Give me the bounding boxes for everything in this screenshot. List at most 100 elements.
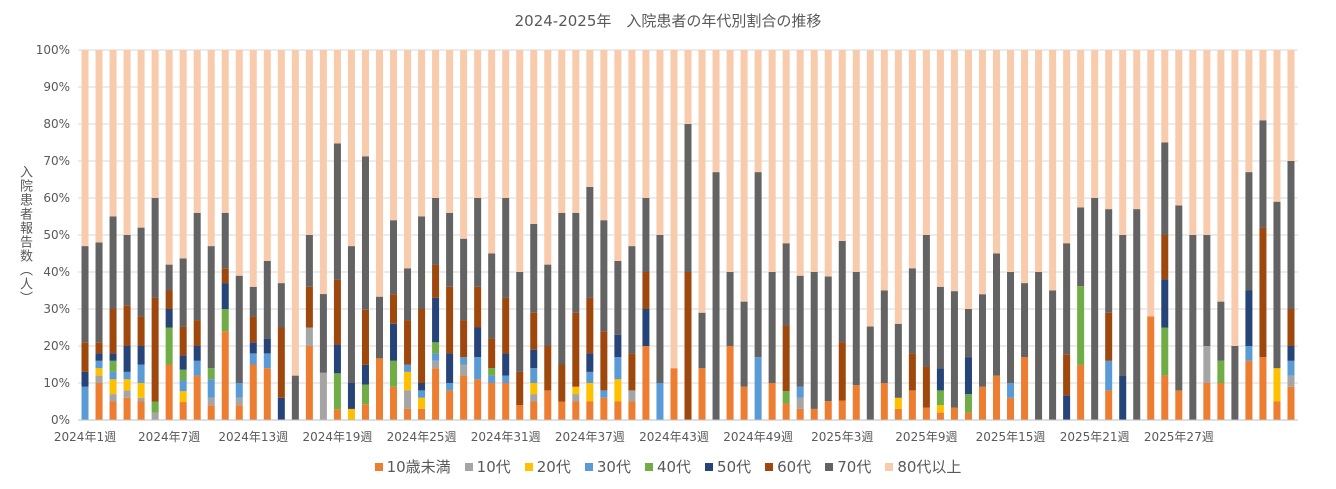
bar-segment xyxy=(1273,368,1281,402)
legend: 10歳未満 10代 20代 30代 40代 50代 60代 70代 80代以上 xyxy=(0,456,1336,477)
bar-segment xyxy=(123,346,131,372)
bar-segment xyxy=(193,320,201,346)
bar-segment xyxy=(151,50,159,198)
bar-segment xyxy=(361,309,369,365)
bar-segment xyxy=(628,390,636,402)
bar-segment xyxy=(165,309,173,328)
bar-segment xyxy=(418,408,426,420)
bar-segment xyxy=(109,379,117,395)
bar-segment xyxy=(838,240,846,343)
bar-segment xyxy=(1077,286,1085,365)
bar-segment xyxy=(614,357,622,380)
bar-segment xyxy=(221,212,229,269)
bar-segment xyxy=(95,368,103,376)
bar-segment xyxy=(460,375,468,420)
bar-segment xyxy=(936,390,944,406)
legend-swatch xyxy=(825,462,834,471)
bar-segment xyxy=(586,353,594,372)
bar-segment xyxy=(544,264,552,346)
legend-item: 70代 xyxy=(825,456,871,477)
bar-segment xyxy=(165,290,173,309)
bar-segment xyxy=(109,394,117,402)
bar-segment xyxy=(1189,50,1197,235)
bar-segment xyxy=(179,369,187,381)
bar-segment xyxy=(418,216,426,309)
bar-segment xyxy=(375,296,383,359)
legend-item: 20代 xyxy=(524,456,571,477)
bar-segment xyxy=(474,327,482,358)
bar-segment xyxy=(614,379,622,402)
bar-segment xyxy=(950,50,958,292)
bar-segment xyxy=(1133,209,1141,420)
bar-segment xyxy=(1063,395,1071,420)
bar-segment xyxy=(894,408,902,420)
bar-segment xyxy=(404,371,412,391)
bar-segment xyxy=(474,357,482,380)
legend-item: 40代 xyxy=(644,456,691,477)
bar-segment xyxy=(361,364,369,385)
bar-segment xyxy=(614,401,622,420)
bar-segment xyxy=(642,272,650,309)
bar-segment xyxy=(1175,205,1183,391)
bar-segment xyxy=(109,371,117,380)
bar-segment xyxy=(936,50,944,287)
bar-segment xyxy=(432,198,440,265)
bar-segment xyxy=(193,50,201,213)
bar-segment xyxy=(347,50,355,247)
bar-segment xyxy=(586,50,594,187)
bar-segment xyxy=(123,390,131,398)
legend-label: 30代 xyxy=(596,458,631,476)
bar-segment xyxy=(333,409,341,420)
bar-segment xyxy=(1203,50,1211,235)
bar-segment xyxy=(207,246,215,369)
bar-segment xyxy=(1259,50,1267,121)
bar-segment xyxy=(123,371,131,380)
bar-segment xyxy=(796,275,804,387)
bar-segment xyxy=(179,402,187,420)
bar-segment xyxy=(109,401,117,420)
bar-segment xyxy=(277,283,285,328)
bar-segment xyxy=(656,383,664,420)
y-tick-label: 10% xyxy=(43,376,70,390)
bar-segment xyxy=(796,397,804,409)
bar-segment xyxy=(221,309,229,332)
bar-segment xyxy=(488,50,496,254)
bar-segment xyxy=(824,401,832,420)
bar-segment xyxy=(460,238,468,321)
bar-segment xyxy=(446,212,454,287)
bar-segment xyxy=(1161,279,1169,328)
bar-segment xyxy=(1245,346,1253,361)
bar-segment xyxy=(207,405,215,420)
bar-segment xyxy=(530,401,538,420)
bar-segment xyxy=(488,253,496,339)
bar-segment xyxy=(235,405,243,420)
bar-segment xyxy=(698,312,706,369)
bar-segment xyxy=(1217,383,1225,420)
bar-segment xyxy=(207,379,215,398)
legend-item: 80代以上 xyxy=(885,456,961,477)
legend-item: 50代 xyxy=(705,456,751,477)
bar-segment xyxy=(123,379,131,391)
bar-segment xyxy=(404,320,412,365)
bar-segment xyxy=(838,400,846,420)
bar-segment xyxy=(1203,383,1211,420)
bar-segment xyxy=(1259,357,1267,420)
bar-segment xyxy=(1189,235,1197,420)
bar-segment xyxy=(249,353,257,365)
bar-segment xyxy=(1021,357,1029,420)
bar-segment xyxy=(151,401,159,413)
bar-segment xyxy=(628,353,636,391)
bar-segment xyxy=(305,235,313,287)
bar-segment xyxy=(207,50,215,247)
bar-segment xyxy=(361,404,369,420)
bar-segment xyxy=(936,405,944,413)
bar-segment xyxy=(964,357,972,395)
legend-swatch xyxy=(524,462,533,471)
bar-segment xyxy=(852,50,860,272)
bar-segment xyxy=(277,50,285,284)
bar-segment xyxy=(572,394,580,402)
bar-segment xyxy=(880,50,888,291)
bar-segment xyxy=(1231,50,1239,346)
bar-segment xyxy=(530,349,538,369)
bar-segment xyxy=(305,327,313,346)
